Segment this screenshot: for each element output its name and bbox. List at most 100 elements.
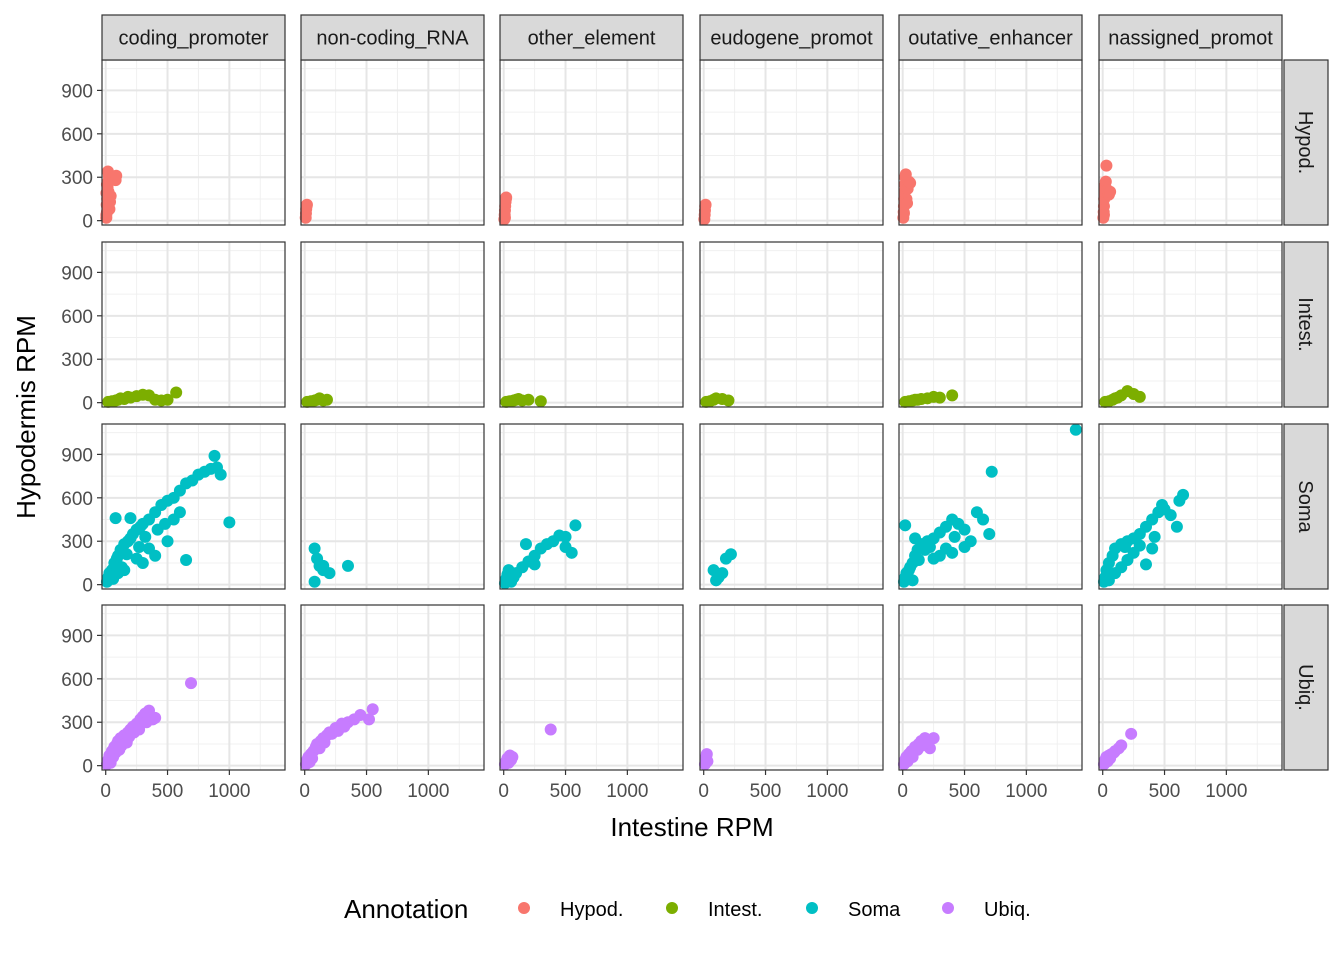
data-point bbox=[133, 541, 146, 554]
panel-hypod-other-element bbox=[498, 59, 684, 226]
y-tick-label: 300 bbox=[61, 168, 93, 189]
panel-border bbox=[1098, 604, 1283, 771]
data-point bbox=[1133, 390, 1146, 403]
strip-background bbox=[101, 14, 286, 61]
column-strip-label: eudogene_promot bbox=[710, 28, 873, 50]
data-point bbox=[904, 561, 917, 574]
panel-background bbox=[102, 242, 285, 407]
panel-border bbox=[1098, 423, 1283, 590]
panel-background bbox=[102, 60, 285, 225]
legend: Annotation Hypod. Intest. Soma Ubiq. bbox=[344, 894, 1031, 924]
panel-intest-other-element bbox=[499, 241, 684, 408]
row-strip-label: Hypod. bbox=[1294, 111, 1316, 174]
panel-ubiq-putative-enhancer bbox=[897, 604, 1083, 771]
panel-soma-unassigned-promoter bbox=[1097, 423, 1283, 590]
strip-background bbox=[1283, 59, 1329, 226]
data-point bbox=[519, 538, 532, 551]
panel-border bbox=[499, 423, 684, 590]
panel-border bbox=[300, 604, 485, 771]
y-tick-label: 0 bbox=[82, 576, 93, 597]
x-tick-label: 1000 bbox=[606, 781, 648, 802]
data-point bbox=[569, 519, 582, 532]
panel-ubiq-coding-promoter bbox=[100, 604, 286, 771]
x-tick-label: 1000 bbox=[1005, 781, 1047, 802]
data-point bbox=[958, 541, 971, 554]
data-point bbox=[1100, 159, 1113, 172]
data-point bbox=[124, 512, 137, 525]
legend-item: Hypod. bbox=[518, 899, 623, 921]
panel-border bbox=[499, 604, 684, 771]
data-point bbox=[208, 449, 221, 462]
panel-border bbox=[898, 241, 1083, 408]
y-tick-label: 300 bbox=[61, 532, 93, 553]
panel-ubiq-pseudogene-promoter bbox=[698, 604, 884, 771]
row-strip-label: Intest. bbox=[1294, 297, 1316, 351]
data-point bbox=[559, 541, 572, 554]
x-tick-label: 500 bbox=[949, 781, 981, 802]
legend-key bbox=[806, 902, 818, 914]
data-point bbox=[109, 512, 122, 525]
x-tick-label: 0 bbox=[498, 781, 509, 802]
legend-item: Intest. bbox=[666, 899, 762, 921]
panel-intest-non-coding-RNA bbox=[300, 241, 485, 408]
data-point bbox=[1148, 530, 1161, 543]
column-strip-label: non-coding_RNA bbox=[316, 28, 469, 50]
data-point bbox=[1111, 391, 1124, 404]
legend-label: Hypod. bbox=[560, 899, 623, 921]
data-point bbox=[559, 530, 572, 543]
data-point bbox=[338, 720, 351, 733]
strip-background bbox=[499, 14, 684, 61]
data-point bbox=[140, 716, 153, 729]
data-point bbox=[901, 755, 914, 768]
axes-layer: 0 300 600 900 0 300 600 900 0 300 600 900 0 300 600 900… bbox=[61, 81, 1247, 802]
panel-intest-pseudogene-promoter bbox=[699, 241, 884, 408]
data-point bbox=[722, 394, 735, 407]
data-point bbox=[161, 535, 174, 548]
data-point bbox=[320, 393, 333, 406]
data-point bbox=[1118, 541, 1131, 554]
data-point bbox=[1139, 558, 1152, 571]
data-point bbox=[909, 532, 922, 545]
x-tick-label: 0 bbox=[299, 781, 310, 802]
column-strip-label: outative_enhancer bbox=[908, 28, 1073, 50]
data-point bbox=[308, 542, 321, 555]
column-strip: eudogene_promot bbox=[699, 14, 884, 61]
panel-background bbox=[899, 424, 1082, 589]
panel-border bbox=[898, 604, 1083, 771]
panel-hypod-pseudogene-promoter bbox=[698, 59, 884, 226]
x-tick-label: 1000 bbox=[1205, 781, 1247, 802]
x-tick-label: 0 bbox=[897, 781, 908, 802]
panel-intest-coding-promoter bbox=[101, 241, 286, 408]
panel-ubiq-unassigned-promoter bbox=[1097, 604, 1283, 771]
panel-background bbox=[500, 60, 683, 225]
strip-background bbox=[1283, 241, 1329, 408]
data-point bbox=[363, 713, 376, 726]
data-point bbox=[173, 506, 186, 519]
panel-soma-non-coding-RNA bbox=[300, 423, 485, 590]
data-point bbox=[115, 561, 128, 574]
panel-background bbox=[899, 60, 1082, 225]
y-tick-label: 0 bbox=[82, 212, 93, 233]
data-point bbox=[113, 743, 126, 756]
y-tick-label: 600 bbox=[61, 670, 93, 691]
data-point bbox=[716, 567, 729, 580]
data-point bbox=[1164, 509, 1177, 522]
data-point bbox=[498, 211, 511, 224]
data-point bbox=[161, 393, 174, 406]
data-point bbox=[1101, 755, 1114, 768]
legend-key bbox=[666, 902, 678, 914]
panel-background bbox=[1099, 242, 1282, 407]
data-point bbox=[102, 185, 115, 198]
legend-key bbox=[518, 902, 530, 914]
row-strip: Hypod. bbox=[1283, 59, 1329, 226]
data-point bbox=[897, 207, 910, 220]
legend-item: Soma bbox=[806, 899, 901, 921]
panel-background bbox=[500, 605, 683, 770]
legend-key bbox=[942, 902, 954, 914]
panel-background bbox=[301, 605, 484, 770]
column-strip-label: coding_promoter bbox=[118, 28, 268, 50]
column-strip-label: nassigned_promot bbox=[1108, 28, 1273, 50]
panel-border bbox=[499, 241, 684, 408]
x-tick-label: 0 bbox=[698, 781, 709, 802]
